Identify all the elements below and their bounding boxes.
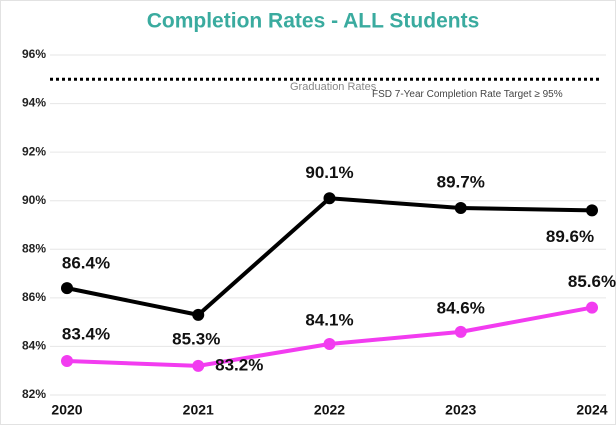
data-point xyxy=(323,338,336,350)
y-tick-label: 82% xyxy=(22,387,46,401)
x-tick-label: 2024 xyxy=(576,402,607,418)
data-point xyxy=(61,282,73,295)
data-point xyxy=(323,192,336,205)
data-label: 89.6% xyxy=(546,227,594,246)
data-label: 89.7% xyxy=(437,172,485,191)
data-point xyxy=(586,301,598,314)
data-point xyxy=(454,325,467,338)
y-tick-label: 88% xyxy=(22,241,46,255)
y-tick-label: 90% xyxy=(22,193,46,207)
x-tick-label: 2021 xyxy=(183,402,214,418)
y-tick-label: 86% xyxy=(22,290,46,304)
data-point xyxy=(192,359,205,372)
data-label: 84.1% xyxy=(305,310,353,329)
data-point xyxy=(454,202,467,214)
target-label: Graduation Rates xyxy=(290,81,377,93)
x-tick-label: 2020 xyxy=(51,402,82,418)
x-tick-label: 2023 xyxy=(445,402,476,418)
data-label: 83.4% xyxy=(62,324,110,343)
data-label: 86.4% xyxy=(62,254,110,273)
y-tick-label: 84% xyxy=(22,339,46,353)
data-label: 90.1% xyxy=(305,163,353,182)
x-tick-label: 2022 xyxy=(314,402,345,418)
y-tick-label: 96% xyxy=(22,47,46,61)
chart-title: Completion Rates - ALL Students xyxy=(147,10,480,33)
data-label: 85.6% xyxy=(568,272,616,291)
data-point xyxy=(586,204,598,217)
data-point xyxy=(61,355,73,367)
data-label: 84.6% xyxy=(437,298,485,317)
data-point xyxy=(192,308,205,321)
y-tick-label: 94% xyxy=(22,96,46,110)
data-label: 83.2% xyxy=(215,355,263,374)
target-label: FSD 7-Year Completion Rate Target ≥ 95% xyxy=(372,89,563,100)
y-tick-label: 92% xyxy=(22,144,46,158)
data-label: 85.3% xyxy=(172,329,220,348)
